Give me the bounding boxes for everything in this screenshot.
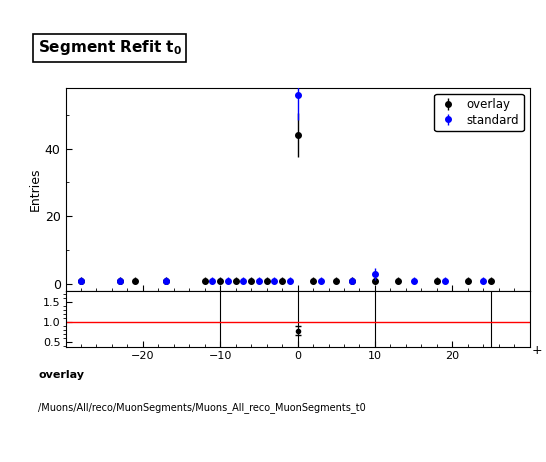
Legend: overlay, standard: overlay, standard bbox=[435, 94, 524, 132]
Text: /Muons/All/reco/MuonSegments/Muons_All_reco_MuonSegments_t0: /Muons/All/reco/MuonSegments/Muons_All_r… bbox=[38, 402, 366, 413]
Y-axis label: Entries: Entries bbox=[29, 168, 42, 211]
Text: overlay: overlay bbox=[38, 370, 84, 380]
Text: +: + bbox=[532, 345, 543, 358]
Text: $\mathbf{Segment\ Refit\ t_0}$: $\mathbf{Segment\ Refit\ t_0}$ bbox=[38, 38, 182, 57]
